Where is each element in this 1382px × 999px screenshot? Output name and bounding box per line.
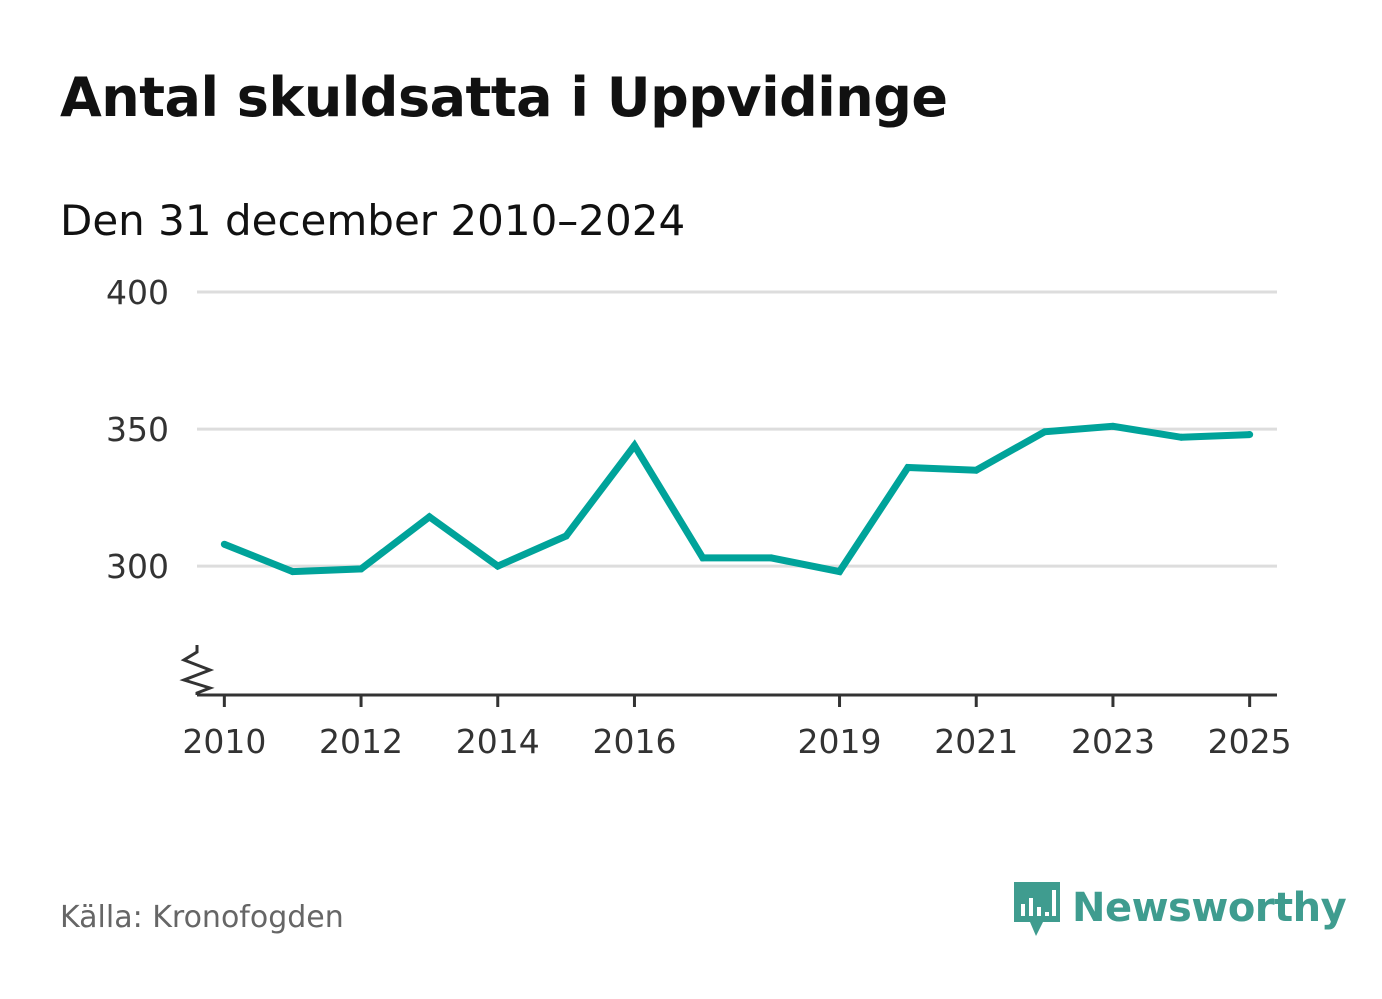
data-point-2013 <box>425 513 433 521</box>
data-point-2011 <box>289 568 297 576</box>
x-axis <box>179 645 1277 707</box>
x-tick-label-2016: 2016 <box>592 722 676 761</box>
brand-mark[interactable]: Newsworthy <box>1012 878 1347 938</box>
data-point-2010 <box>220 540 228 548</box>
data-point-2015 <box>562 532 570 540</box>
newsworthy-logo-icon <box>1014 882 1060 936</box>
data-point-2025 <box>1246 431 1254 439</box>
chart-subtitle: Den 31 december 2010–2024 <box>60 196 686 245</box>
data-point-2012 <box>357 565 365 573</box>
axis-break-icon <box>179 645 215 695</box>
data-point-2014 <box>494 562 502 570</box>
source-note: Källa: Kronofogden <box>60 900 344 935</box>
chart-title: Antal skuldsatta i Uppvidinge <box>60 66 948 129</box>
x-tick-label-2023: 2023 <box>1071 722 1155 761</box>
y-tick-label-300: 300 <box>106 547 169 586</box>
data-point-2024 <box>1177 433 1185 441</box>
data-point-2021 <box>972 466 980 474</box>
y-tick-label-350: 350 <box>106 410 169 449</box>
x-tick-label-2021: 2021 <box>934 722 1018 761</box>
data-point-2017 <box>699 554 707 562</box>
data-point-2019 <box>836 568 844 576</box>
x-axis-labels: 2010 2012 2014 2016 2019 2021 2023 2025 <box>182 722 1291 761</box>
series-line <box>222 422 1250 576</box>
data-point-2023 <box>1109 422 1117 430</box>
data-point-2018 <box>767 554 775 562</box>
series-layer <box>220 422 1254 576</box>
x-tick-label-2014: 2014 <box>456 722 540 761</box>
data-point-2016 <box>630 442 638 450</box>
x-tick-label-2012: 2012 <box>319 722 403 761</box>
y-axis-labels: 300 350 400 <box>106 273 169 586</box>
y-tick-label-400: 400 <box>106 273 169 312</box>
x-tick-label-2025: 2025 <box>1208 722 1292 761</box>
brand-name: Newsworthy <box>1072 885 1347 931</box>
data-point-2022 <box>1041 428 1049 436</box>
data-point-2020 <box>904 463 912 471</box>
x-tick-label-2019: 2019 <box>798 722 882 761</box>
x-tick-label-2010: 2010 <box>182 722 266 761</box>
